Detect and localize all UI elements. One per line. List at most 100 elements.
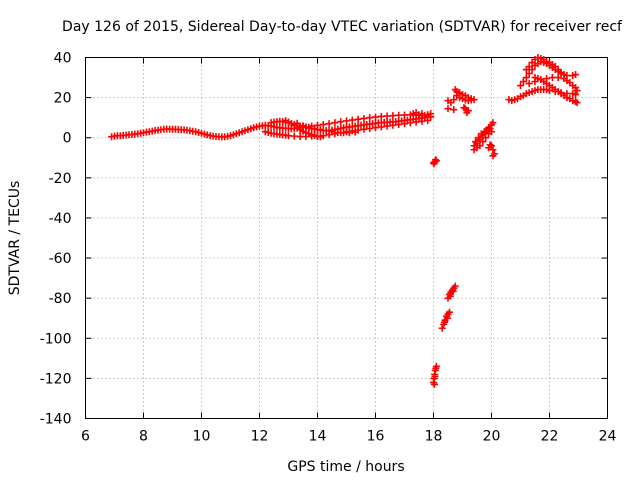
data-point [482,134,490,142]
data-point [451,86,459,94]
x-tick-label: 14 [309,429,327,445]
data-point [432,362,440,370]
data-point [319,120,327,128]
data-point [366,124,374,132]
data-point [377,123,385,131]
y-tick-label: -120 [40,371,72,387]
data-point [412,118,420,126]
data-point [348,116,356,124]
grid [85,57,608,419]
data-point [517,82,524,90]
y-tick-label: -40 [49,211,72,227]
x-tick-label: 18 [425,429,443,445]
data-point [479,138,487,146]
x-tick-label: 12 [251,429,269,445]
x-tick-label: 8 [139,429,148,445]
plot-frame [85,57,608,419]
series-trace-19-20h [470,119,498,160]
data-point [383,122,391,130]
data-point [463,109,471,117]
data-point [449,287,457,295]
x-tick-label: 10 [193,429,211,445]
data-point [572,71,580,79]
data-points [108,54,581,388]
chart-title: Day 126 of 2015, Sidereal Day-to-day VTE… [62,19,623,35]
y-axis-label: SDTVAR / TECUs [7,181,23,296]
data-point [325,120,333,128]
data-point [525,63,533,71]
y-tick-label: -80 [49,291,72,307]
data-point [573,87,581,95]
data-point [489,152,497,160]
y-tick-label: 20 [54,91,72,107]
series-trace-late-tail [409,109,435,120]
data-point [343,117,350,125]
series-trace-crossing [282,117,359,141]
data-point [432,156,440,164]
data-point [519,78,527,86]
data-point [572,98,580,106]
data-point [418,117,426,125]
data-point [401,120,408,128]
y-tick-label: -100 [40,331,72,347]
y-tick-label: -60 [49,251,72,267]
data-point [316,133,324,141]
data-point [445,308,453,316]
data-point [489,119,497,127]
data-point [372,124,379,132]
data-point [446,292,454,300]
data-point [525,80,533,88]
series-trace-dip-18 [430,156,440,168]
data-point [316,126,324,134]
data-point [554,74,562,82]
data-point [489,146,497,154]
data-point [450,106,458,114]
data-point [470,96,478,104]
data-point [427,110,435,118]
x-axis-label: GPS time / hours [287,459,404,475]
data-point [522,74,530,82]
data-point [537,76,545,84]
tick-labels: 6 8 10 12 14 16 18 20 22 24 -140 -120 -100 -80 -60 -40 -… [40,51,617,445]
data-point [430,380,438,388]
data-point [525,70,533,78]
data-point [460,104,468,112]
data-point [486,141,494,149]
data-point [305,123,313,131]
x-tick-label: 24 [599,429,617,445]
data-point [573,99,581,107]
data-point [486,125,494,133]
data-point [472,138,480,146]
data-point [395,120,403,128]
data-point [311,125,319,133]
data-point [360,114,368,122]
x-tick-label: 22 [541,429,559,445]
data-point [557,69,565,77]
data-point [441,318,449,326]
data-point [389,121,397,129]
series-trace-21-23h [505,54,581,107]
x-tick-label: 20 [483,429,501,445]
data-point [360,125,368,133]
y-tick-label: 0 [63,131,72,147]
series-trace-plunge [430,282,459,388]
data-point [322,127,330,135]
data-point [331,119,339,127]
data-point [543,75,551,83]
data-point [451,282,459,290]
data-point [406,119,414,127]
data-point [443,314,451,322]
y-tick-label: -20 [49,171,72,187]
data-point [572,91,580,99]
data-point [488,142,495,150]
data-point [431,372,439,380]
data-point [444,105,452,113]
series-trace-19h [444,86,478,117]
y-tick-label: 40 [54,51,72,67]
x-tick-label: 16 [367,429,385,445]
x-tick-label: 6 [81,429,90,445]
data-point [351,128,359,136]
data-point [438,324,446,332]
